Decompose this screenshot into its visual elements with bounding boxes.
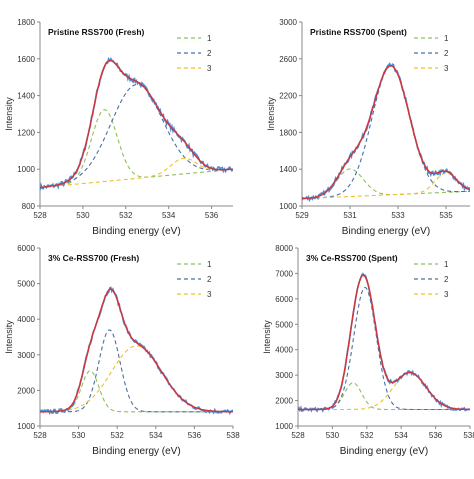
legend-label: 3 [444, 290, 449, 299]
x-tick-label: 538 [463, 431, 474, 440]
x-tick-label: 528 [291, 431, 305, 440]
envelope-fit-line [298, 274, 470, 411]
legend-label: 2 [444, 49, 449, 58]
y-tick-label: 1000 [275, 422, 293, 431]
component-peak-2 [298, 286, 470, 411]
y-axis-label: Intensity [266, 97, 276, 131]
chart-title: Pristine RSS700 (Fresh) [48, 27, 145, 37]
y-tick-label: 7000 [275, 269, 293, 278]
chart-panel-4: 528 530 532 534 536 538 1000 2000 3000 4000 5000 60… [262, 244, 474, 457]
envelope-fit-line [40, 59, 233, 189]
y-tick-label: 4000 [275, 346, 293, 355]
x-tick-label: 532 [360, 431, 374, 440]
x-tick-label: 532 [111, 431, 125, 440]
y-tick-label: 1400 [17, 92, 35, 101]
y-tick-label: 1800 [17, 18, 35, 27]
x-tick-label: 538 [226, 431, 240, 440]
y-tick-label: 1200 [17, 128, 35, 137]
raw-spectrum-line [40, 286, 233, 416]
y-tick-label: 1000 [279, 202, 297, 211]
y-tick-label: 2600 [279, 55, 297, 64]
component-peak-1 [40, 370, 233, 413]
x-tick-label: 536 [429, 431, 443, 440]
x-tick-label: 532 [119, 211, 133, 220]
y-axis-label: Intensity [262, 320, 272, 354]
chart-panel-2: 529 531 533 535 1000 1400 1800 2200 2600 3000 Bind… [266, 18, 470, 237]
y-tick-label: 5000 [17, 280, 35, 289]
y-tick-label: 6000 [275, 295, 293, 304]
y-tick-label: 1400 [279, 165, 297, 174]
x-tick-label: 531 [343, 211, 357, 220]
y-tick-label: 1000 [17, 165, 35, 174]
x-tick-label: 534 [395, 431, 409, 440]
x-axis-label: Binding energy (eV) [342, 226, 430, 237]
component-peak-2 [40, 83, 233, 189]
chart-title: 3% Ce-RSS700 (Spent) [306, 253, 398, 263]
component-peak-3 [40, 157, 233, 189]
component-peak-2 [40, 329, 233, 413]
legend-label: 1 [444, 260, 449, 269]
y-axis-label: Intensity [4, 320, 14, 354]
x-tick-label: 534 [162, 211, 176, 220]
x-tick-label: 528 [33, 211, 47, 220]
y-tick-label: 8000 [275, 244, 293, 253]
y-axis-label: Intensity [4, 97, 14, 131]
raw-spectrum-line [302, 62, 470, 203]
x-tick-label: 530 [72, 431, 86, 440]
chart-title: Pristine RSS700 (Spent) [310, 27, 407, 37]
chart-panel-1: 528 530 532 534 536 800 1000 1200 1400 1600 1800 Bi… [4, 18, 233, 237]
legend-label: 3 [444, 64, 449, 73]
legend-label: 1 [444, 34, 449, 43]
x-tick-label: 530 [326, 431, 340, 440]
x-tick-label: 535 [439, 211, 453, 220]
y-tick-label: 2000 [17, 386, 35, 395]
x-axis-label: Binding energy (eV) [92, 446, 180, 457]
x-tick-label: 530 [76, 211, 90, 220]
x-tick-label: 528 [33, 431, 47, 440]
component-peak-3 [302, 172, 470, 200]
legend-label: 2 [207, 275, 212, 284]
envelope-fit-line [40, 288, 233, 413]
y-tick-label: 3000 [279, 18, 297, 27]
legend-label: 2 [444, 275, 449, 284]
y-tick-label: 1600 [17, 55, 35, 64]
raw-spectrum-line [40, 56, 233, 191]
y-tick-label: 3000 [17, 351, 35, 360]
y-tick-label: 800 [22, 202, 36, 211]
y-tick-label: 1800 [279, 128, 297, 137]
y-tick-label: 3000 [275, 371, 293, 380]
legend-label: 1 [207, 260, 212, 269]
y-tick-label: 6000 [17, 244, 35, 253]
legend-label: 2 [207, 49, 212, 58]
component-peak-3 [40, 345, 233, 413]
x-axis-label: Binding energy (eV) [340, 446, 428, 457]
x-tick-label: 536 [205, 211, 219, 220]
x-tick-label: 534 [149, 431, 163, 440]
x-tick-label: 533 [391, 211, 405, 220]
y-tick-label: 2000 [275, 397, 293, 406]
envelope-fit-line [302, 64, 470, 200]
x-tick-label: 536 [188, 431, 202, 440]
chart-panel-3: 528 530 532 534 536 538 1000 2000 3000 4000 5000 60… [4, 244, 240, 457]
legend-label: 1 [207, 34, 212, 43]
legend-label: 3 [207, 290, 212, 299]
component-peak-2 [302, 65, 470, 200]
component-peak-1 [40, 109, 233, 189]
x-axis-label: Binding energy (eV) [92, 226, 180, 237]
legend-label: 3 [207, 64, 212, 73]
y-tick-label: 2200 [279, 92, 297, 101]
y-tick-label: 5000 [275, 320, 293, 329]
chart-title: 3% Ce-RSS700 (Fresh) [48, 253, 139, 263]
x-tick-label: 529 [295, 211, 309, 220]
y-tick-label: 4000 [17, 315, 35, 324]
y-tick-label: 1000 [17, 422, 35, 431]
